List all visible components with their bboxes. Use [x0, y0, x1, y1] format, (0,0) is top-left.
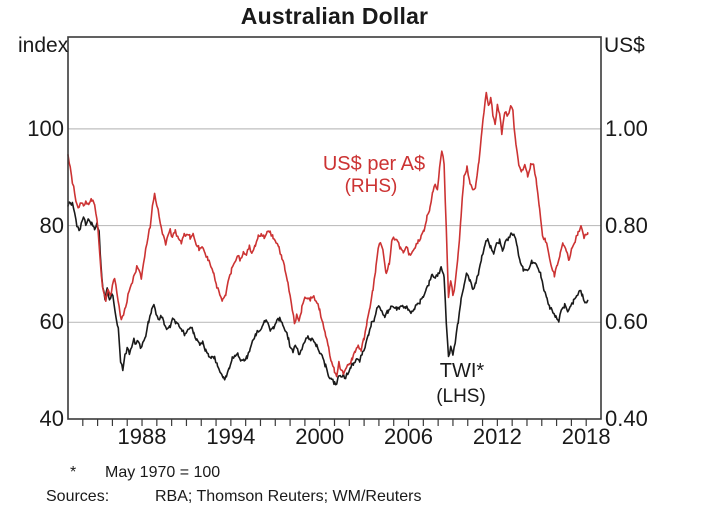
right-axis-unit-label: US$ [604, 34, 645, 57]
twi-series-axis-note: (LHS) [436, 386, 486, 407]
y-axis-tick-label-left: 80 [39, 212, 64, 238]
plot-frame [67, 36, 602, 420]
twi-series-line [67, 201, 589, 386]
footnote-marker: * [70, 464, 77, 481]
sources-text: RBA; Thomson Reuters; WM/Reuters [155, 488, 422, 505]
left-axis-unit-label: index [18, 34, 69, 57]
usd-series-line [67, 91, 589, 378]
y-axis-tick-label-right: 1.00 [605, 115, 648, 141]
x-axis-tick-label: 2018 [561, 424, 611, 449]
y-axis-tick-label-left: 100 [27, 115, 64, 141]
usd-series-axis-note: (RHS) [344, 176, 398, 197]
x-axis-tick-label: 2012 [472, 424, 522, 449]
sources-label: Sources: [46, 488, 110, 505]
y-axis-tick-label-right: 0.60 [605, 309, 648, 335]
chart-title: Australian Dollar [240, 3, 429, 29]
y-axis-tick-label-right: 0.80 [605, 212, 648, 238]
x-axis-tick-label: 2006 [384, 424, 433, 449]
x-axis-tick-label: 2000 [295, 424, 345, 449]
y-axis-tick-label-right: 0.40 [605, 406, 648, 431]
y-axis-tick-label-left: 40 [39, 406, 64, 431]
x-axis-tick-label: 1988 [117, 424, 167, 449]
usd-series-label: US$ per A$ [322, 153, 426, 175]
footnote-text: May 1970 = 100 [105, 464, 221, 481]
x-axis-tick-label: 1994 [206, 424, 256, 449]
y-axis-tick-label-left: 60 [39, 309, 64, 335]
twi-series-label: TWI* [439, 360, 485, 382]
